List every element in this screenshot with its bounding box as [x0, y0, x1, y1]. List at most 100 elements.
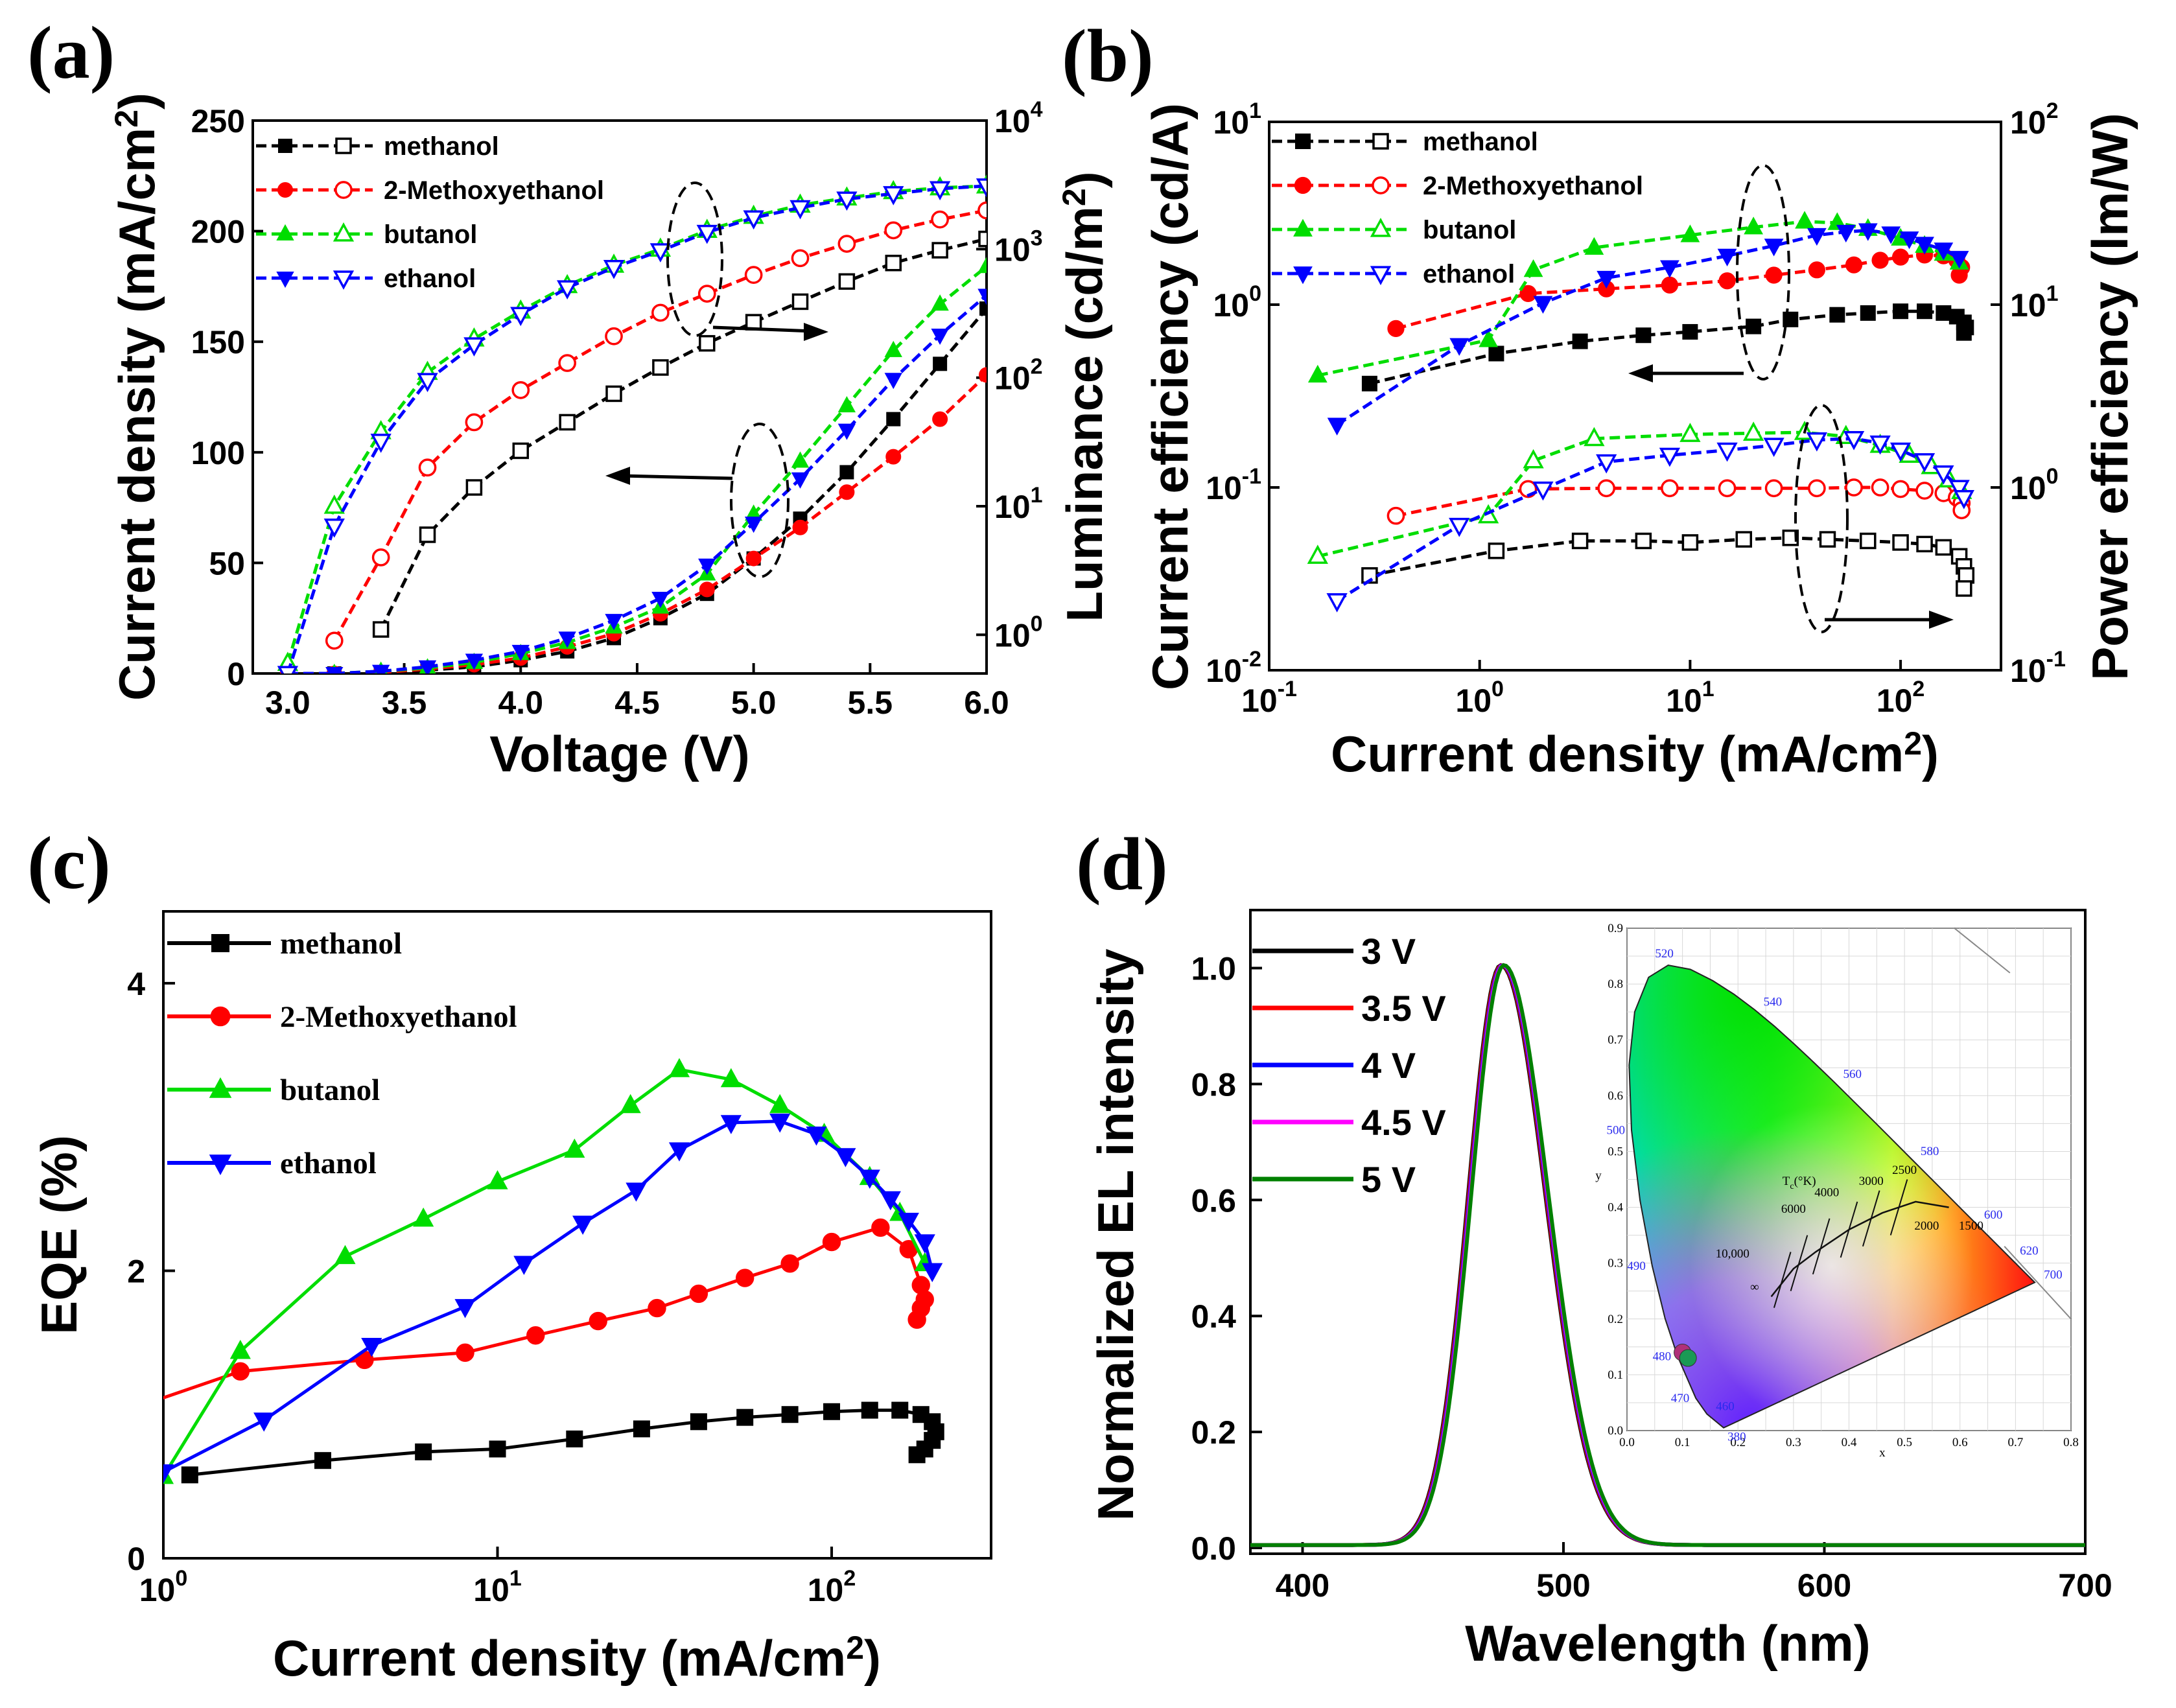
- panel-b-pe-1-point-8: [1871, 478, 1889, 497]
- panel-a-current-3-point-11: [791, 472, 810, 489]
- panel-c-series-3-line: [163, 1119, 934, 1474]
- cie-ytick-label-4: 0.4: [1608, 1201, 1623, 1215]
- panel-b-pe-3-point-5: [1716, 442, 1738, 462]
- panel-c-ylabel: EQE (%): [30, 1135, 88, 1335]
- panel-c-series-0-point-3: [489, 1440, 506, 1458]
- panel-a-luminance-1-point-0: [325, 631, 344, 650]
- panel-a-legend-open-2: [333, 222, 355, 242]
- panel-c-frame: [162, 910, 992, 1560]
- panel-a-luminance-1-point-14: [977, 201, 987, 220]
- panel-c-series-1-point-4: [526, 1326, 545, 1345]
- panel-a-legend-label-0: methanol: [384, 132, 499, 161]
- panel-c-series-3-point-8: [720, 1115, 742, 1134]
- panel-b-ce-3-point-3: [1597, 270, 1617, 289]
- cie-locus-outline: [1628, 964, 2036, 1429]
- panel-b-pe-3-point-2: [1532, 481, 1554, 501]
- panel-a-luminance-1-point-13: [931, 210, 949, 229]
- panel-c-series-3-point-3: [454, 1299, 476, 1318]
- panel-b-ce-1-point-1: [1519, 285, 1537, 302]
- panel-c-series-0-point-6: [690, 1413, 707, 1431]
- panel-b-legend-open-3: [1370, 266, 1392, 285]
- panel-c-series-3-point-11: [835, 1148, 856, 1167]
- cie-wavelength-label-9: 480: [1653, 1350, 1672, 1364]
- panel-a-luminance-3-point-6: [556, 280, 578, 299]
- panel-a-luminance-0-point-9: [791, 293, 809, 310]
- cie-wavelength-label-2: 560: [1843, 1068, 1862, 1081]
- cie-ylabel: y: [1595, 1169, 1602, 1183]
- panel-b-ce-0-point-11: [1936, 305, 1952, 321]
- panel-b-ytick-label-1: 10-1: [1206, 464, 1261, 506]
- panel-a-luminance-1-point-9: [744, 266, 763, 284]
- panel-a-current-3-point-14: [931, 328, 949, 345]
- panel-b-xlabel: Current density (mA/cm2): [1331, 725, 1939, 782]
- panel-b-ce-3-point-1: [1449, 338, 1469, 356]
- cie-xtick-label-6: 0.6: [1952, 1436, 1968, 1449]
- panel-label-c: (c): [27, 822, 111, 905]
- panel-b-ce-3-point-2: [1533, 296, 1553, 314]
- panel-b-ce-3-point-8: [1836, 224, 1856, 243]
- panel-a-current-3-point-15: [977, 288, 987, 305]
- cie-xtick-label-2: 0.2: [1730, 1436, 1746, 1449]
- panel-a-xtick-label-1: 3.5: [382, 684, 427, 721]
- panel-b-ytick-label-0: 10-2: [1206, 647, 1261, 689]
- panel-a-luminance-1-line: [333, 209, 987, 642]
- panel-a-luminance-1-point-12: [884, 221, 903, 240]
- panel-a-current-2-line: [287, 265, 987, 673]
- panel-a-luminance-0-line: [379, 237, 987, 631]
- panel-c-series-1-point-11: [871, 1218, 890, 1237]
- panel-a-current-3-point-8: [651, 591, 670, 609]
- panel-b-ce-3-point-12: [1915, 237, 1934, 255]
- cie-wavelength-label-8: 490: [1627, 1259, 1646, 1273]
- panel-a-current-1-point-10: [745, 550, 762, 567]
- cie-point-1: [1679, 1349, 1697, 1367]
- panel-c-series-0-point-5: [633, 1420, 650, 1438]
- panel-b-ce-0-point-15: [1956, 325, 1972, 341]
- panel-a-current-1-point-15: [979, 367, 987, 383]
- panel-c-xtick-label-0: 100: [139, 1566, 188, 1608]
- cie-cct-label-3: 3000: [1859, 1175, 1884, 1188]
- panel-a-current-3-point-3: [418, 660, 437, 673]
- panel-d-xtick-label-2: 600: [1797, 1567, 1851, 1604]
- panel-label-b: (b): [1062, 15, 1154, 98]
- panel-b-xtick-label-2: 101: [1666, 677, 1714, 719]
- panel-b-ce-0-point-10: [1917, 303, 1933, 320]
- panel-c-series-3-point-14: [898, 1213, 919, 1232]
- panel-a-luminance-0-point-11: [885, 254, 902, 272]
- panel-a-xtick-label-6: 6.0: [964, 684, 1009, 721]
- panel-d-frame: [1249, 909, 2087, 1555]
- panel-b-ce-0-point-3: [1635, 327, 1652, 344]
- panel-c-series-3-point-16: [922, 1263, 943, 1283]
- panel-b-pe-0-point-3: [1635, 532, 1652, 550]
- panel-b-chart: 10-1 100 101 10210-210-110010110-1100101102…: [1141, 99, 2138, 782]
- cie-ytick-label-3: 0.3: [1608, 1257, 1623, 1270]
- panel-d-chart: 400 500 600 700 0.0 0.2 0.4 0.6 0.8 1.0 3 V 3.5 V 4…: [1087, 909, 2112, 1672]
- panel-b-y2tick-label-0: 10-1: [2010, 647, 2066, 689]
- panel-a-current-3-point-12: [837, 423, 856, 440]
- panel-b-pe-1-point-10: [1915, 482, 1934, 500]
- panel-c-xtick-label-2: 102: [808, 1566, 856, 1608]
- panel-c-series-3-point-1: [253, 1412, 275, 1432]
- panel-b-legend-filled-1: [1294, 176, 1312, 194]
- panel-a-luminance-0-point-0: [372, 621, 390, 638]
- panel-a-xtick-label-5: 5.5: [848, 684, 893, 721]
- panel-a-current-3-point-1: [325, 667, 344, 673]
- panel-b-pe-0-point-8: [1860, 532, 1877, 550]
- panel-c-series-3-point-15: [914, 1234, 935, 1254]
- panel-c-legend-marker-2: [209, 1077, 232, 1098]
- panel-a-y2tick-label-2: 102: [994, 355, 1043, 397]
- panel-c-series-3-point-6: [626, 1182, 647, 1202]
- panel-c-series-2-point-7: [668, 1058, 690, 1077]
- cie-wavelength-label-12: 380: [1727, 1431, 1746, 1444]
- panel-a-luminance-1-point-5: [558, 354, 576, 372]
- panel-d-legend-label-4: 5 V: [1361, 1159, 1416, 1200]
- panel-a-y2tick-label-4: 104: [994, 97, 1043, 139]
- panel-b-annotations: [1628, 164, 1954, 633]
- panel-b-pe-1-point-7: [1845, 478, 1863, 497]
- panel-b-ce-1-point-9: [1891, 248, 1910, 266]
- cie-edge-line-top: [1954, 928, 2011, 974]
- panel-c-series-1-point-8: [735, 1269, 755, 1287]
- panel-c-series-3-point-0: [163, 1464, 174, 1484]
- panel-a-xtick-label-3: 4.5: [614, 684, 660, 721]
- panel-b-ce-2-point-3: [1584, 237, 1604, 255]
